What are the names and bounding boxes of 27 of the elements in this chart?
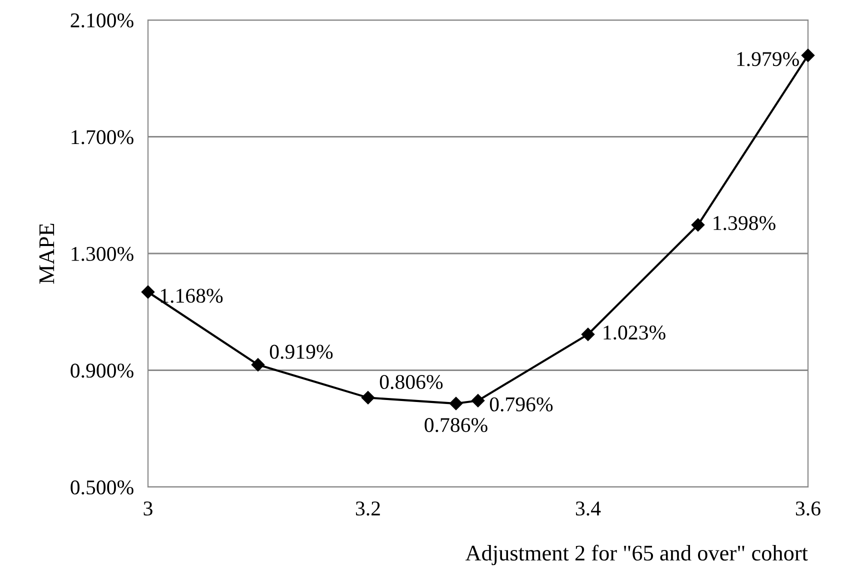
data-label: 0.796% <box>490 397 553 412</box>
point <box>471 394 485 408</box>
x-tick-label: 3.4 <box>576 502 601 516</box>
y-tick-label: 0.900% <box>70 364 134 378</box>
data-label: 1.979% <box>737 52 799 66</box>
point <box>361 391 375 404</box>
y-tick-label: 1.300% <box>72 246 134 262</box>
data-label: 1.398% <box>714 216 776 230</box>
point <box>251 358 265 372</box>
x-axis-title: Adjustment 2 for "65 and over" cohort <box>465 544 808 566</box>
data-label: 0.786% <box>424 418 488 432</box>
y-axis-title: MAPE <box>39 224 54 284</box>
data-label: 0.806% <box>380 374 443 390</box>
y-tick-label: 2.100% <box>70 13 134 28</box>
y-tick-label: 1.700% <box>72 130 134 144</box>
point <box>801 48 815 62</box>
x-tick-label: 3 <box>144 502 152 516</box>
point <box>581 328 595 341</box>
data-label: 1.168% <box>160 288 223 303</box>
x-tick-label: 3.6 <box>796 502 820 516</box>
data-label: 1.023% <box>604 326 666 340</box>
point <box>449 396 463 410</box>
y-tick-label: 0.500% <box>70 480 134 495</box>
x-tick-label: 3.2 <box>356 502 380 516</box>
data-label: 0.919% <box>270 344 333 359</box>
point <box>691 218 705 232</box>
point <box>141 285 155 299</box>
